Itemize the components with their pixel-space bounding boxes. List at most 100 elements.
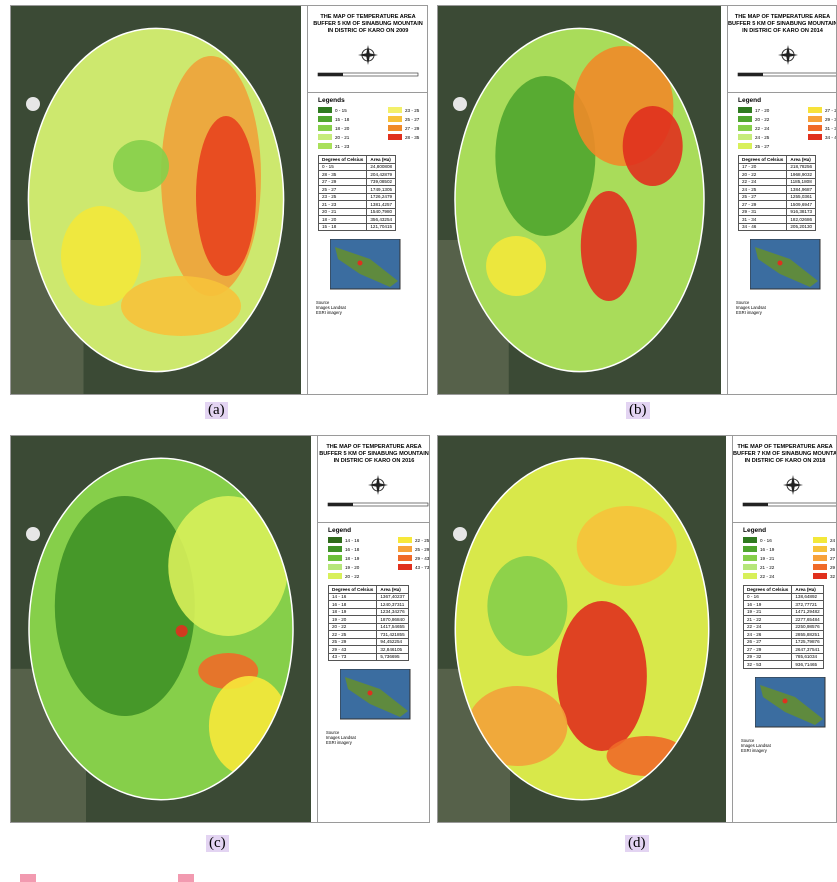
north-arrow xyxy=(327,475,429,507)
legend-label: 31 - 34 xyxy=(825,125,837,131)
legend-label: 26 - 27 xyxy=(830,546,836,552)
heat-area xyxy=(28,28,284,372)
map-title: THE MAP OF TEMPERATURE AREA BUFFER 5 KM O… xyxy=(728,14,837,35)
title-line: BUFFER 7 KM OF SINABUNG MOUNTAIN xyxy=(733,451,837,457)
table-row: 19 - 20 1870,86840 xyxy=(327,615,409,624)
table-cell: 21 - 23 xyxy=(317,200,368,209)
legend-item: 22 - 25 xyxy=(398,537,429,543)
legend-label: 0 - 15 xyxy=(335,107,347,113)
legend-swatch xyxy=(738,143,752,149)
table-cell: 22 - 24 xyxy=(742,622,793,631)
heat-zone xyxy=(495,76,596,236)
legend-label: 24 - 25 xyxy=(755,134,770,140)
area-table: Degrees of Celsius Area (Ha) 17 - 20 218,78… xyxy=(737,155,817,231)
legend-swatch xyxy=(318,143,332,149)
legend-swatch xyxy=(808,116,822,122)
legend: 0 - 15 15 - 18 18 - 20 20 - 21 21 - 23 23 - 2… xyxy=(318,107,427,149)
legend-item: 27 - 29 xyxy=(813,555,836,561)
table-cell: 0 - 16 xyxy=(742,592,793,601)
inset-land xyxy=(335,247,398,287)
legend-label: 25 - 27 xyxy=(755,143,770,149)
legend-item: 25 - 27 xyxy=(388,116,427,122)
table-cell: 218,78256 xyxy=(786,162,817,171)
table-cell: 19 - 21 xyxy=(742,607,793,616)
heat-zone xyxy=(175,625,188,637)
table-cell: 0 - 15 xyxy=(317,162,368,171)
legend-label: 32 - 53 xyxy=(830,573,836,579)
legend-label: 29 - 31 xyxy=(825,116,837,122)
header-cell: Area (Ha) xyxy=(366,155,397,164)
table-row: 26 - 27 1725,79876 xyxy=(742,637,824,646)
table-cell: 121,70415 xyxy=(366,222,397,231)
compass-star xyxy=(778,45,798,65)
legend-item: 28 - 35 xyxy=(388,134,427,140)
table-row: 22 - 24 2250,98576 xyxy=(742,622,824,631)
header-cell: Area (Ha) xyxy=(376,585,409,594)
heat-zone xyxy=(168,496,289,636)
legend-item: 24 - 26 xyxy=(813,537,836,543)
inset-location xyxy=(367,690,373,696)
legend-item: 16 - 19 xyxy=(743,546,813,552)
legend-swatch xyxy=(398,537,412,543)
legend-swatch xyxy=(738,107,752,113)
legend-label: 23 - 25 xyxy=(405,107,420,113)
legend-swatch xyxy=(398,555,412,561)
legend-swatch xyxy=(738,134,752,140)
mark-strip xyxy=(20,874,36,882)
table-row: 20 - 22 1417,54655 xyxy=(327,622,409,631)
legend-item: 22 - 24 xyxy=(738,125,808,131)
table-cell: 1234,34276 xyxy=(376,607,409,616)
table-cell: 27 - 29 xyxy=(317,177,368,186)
table-cell: 2647,37541 xyxy=(791,645,824,654)
buffer-outline xyxy=(454,457,710,801)
north-arrow xyxy=(317,45,419,77)
table-row: 34 - 46 205,20130 xyxy=(737,222,817,231)
legend-swatch xyxy=(328,537,342,543)
heat-zone xyxy=(196,116,256,276)
heat-zone xyxy=(576,506,677,586)
table-cell: 5,736695 xyxy=(376,652,409,661)
table-cell: 138,64892 xyxy=(791,592,824,601)
legend-item: 27 - 29 xyxy=(808,107,836,113)
table-cell: 32 - 53 xyxy=(742,660,793,669)
source-line: Source xyxy=(741,737,755,743)
table-cell: 182,02686 xyxy=(786,215,817,224)
legend-label: 29 - 43 xyxy=(415,555,430,561)
source-line: Images Landsat xyxy=(736,305,766,310)
table-cell: 19 - 20 xyxy=(327,615,378,624)
table-row: 25 - 27 1749,1305 xyxy=(317,185,397,194)
table-row: 16 - 19 372,77721 xyxy=(742,600,824,609)
map-panel: THE MAP OF TEMPERATURE AREA BUFFER 5 KM O… xyxy=(437,5,837,395)
table-cell: 24,800808 xyxy=(366,162,397,171)
table-cell: 18 - 20 xyxy=(317,215,368,224)
table-cell: 1749,1305 xyxy=(366,185,397,194)
inset-land xyxy=(760,684,823,725)
header-cell: Degrees of Celsius xyxy=(742,585,793,594)
table-row: 29 - 31 916,38173 xyxy=(737,207,817,216)
legend-label: 15 - 18 xyxy=(335,116,350,122)
legend-label: 14 - 16 xyxy=(345,537,360,543)
cloud xyxy=(26,97,40,111)
table-row: 16 - 18 1240,37311 xyxy=(327,600,409,609)
table-cell: 936,71465 xyxy=(791,660,824,669)
legend-item: 15 - 18 xyxy=(318,116,388,122)
table-row: 20 - 22 1968,9032 xyxy=(737,170,817,179)
heat-zone xyxy=(622,106,683,186)
table-row: 19 - 21 1471,29482 xyxy=(742,607,824,616)
legend-item: 32 - 53 xyxy=(813,573,836,579)
source-line: Images Landsat xyxy=(741,742,771,748)
table-row: 17 - 20 218,78256 xyxy=(737,162,817,171)
inset-map xyxy=(755,676,826,727)
heat-zone xyxy=(486,236,547,296)
header-cell: Area (Ha) xyxy=(791,585,824,594)
source-line: ESRI imagery xyxy=(316,310,342,315)
area-table: Degrees of Celsius Area (Ha) 0 - 15 24,8008… xyxy=(317,155,397,231)
table-row: 25 - 29 94,452254 xyxy=(327,637,409,646)
table-cell: 18 - 19 xyxy=(327,607,378,616)
title-line: BUFFER 5 KM OF SINABUNG MOUNTAIN xyxy=(728,21,837,27)
legend-label: 16 - 18 xyxy=(345,546,360,552)
legend-label: 21 - 23 xyxy=(335,143,350,149)
header-cell: Degrees of Celsius xyxy=(317,155,368,164)
map-layout-panel: THE MAP OF TEMPERATURE AREA BUFFER 5 KM O… xyxy=(307,6,427,394)
map-title: THE MAP OF TEMPERATURE AREA BUFFER 7 KM O… xyxy=(733,444,837,465)
